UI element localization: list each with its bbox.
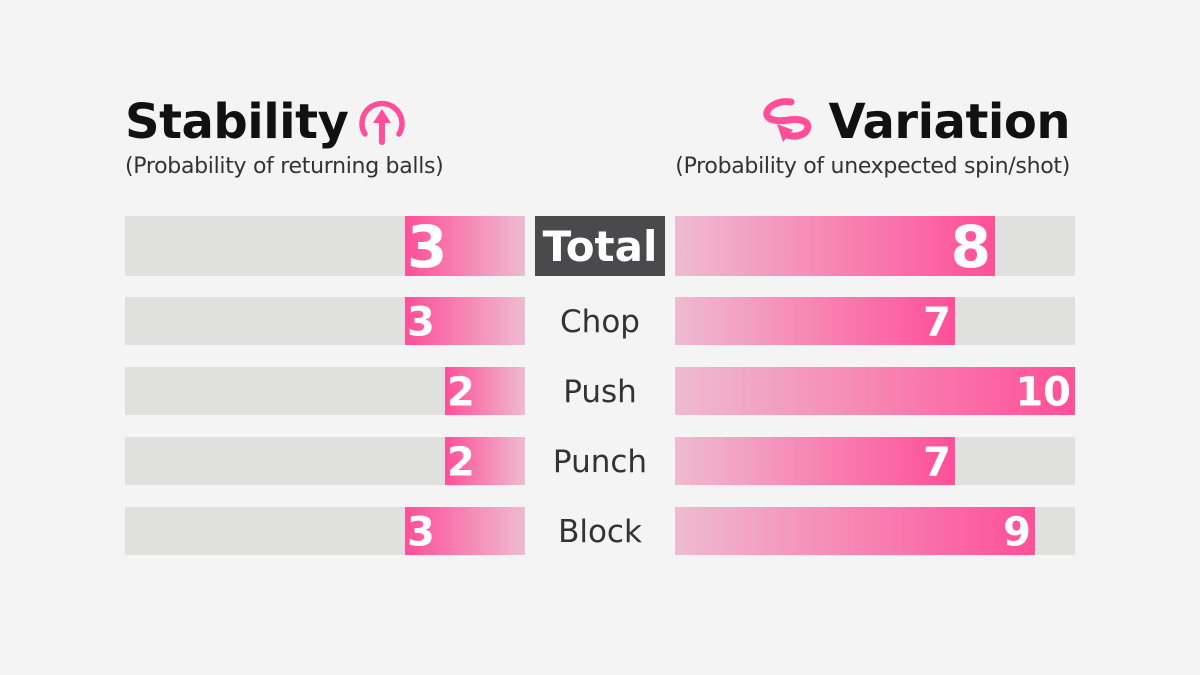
category-label-chop: Chop bbox=[560, 304, 640, 340]
stability-bar-push bbox=[445, 367, 525, 415]
category-label-block: Block bbox=[558, 514, 642, 550]
variation-bar-chop bbox=[675, 297, 955, 345]
variation-header: Variation (Probability of unexpected spi… bbox=[675, 92, 1070, 179]
spin-arrow-icon bbox=[761, 96, 823, 148]
stability-title: Stability bbox=[125, 94, 349, 150]
stability-subtitle: (Probability of returning balls) bbox=[125, 154, 444, 179]
stability-value-push: 2 bbox=[447, 369, 475, 415]
variation-subtitle: (Probability of unexpected spin/shot) bbox=[675, 154, 1070, 179]
stability-bar-block bbox=[405, 507, 525, 555]
variation-bar-push bbox=[675, 367, 1075, 415]
category-label-total: Total bbox=[543, 222, 658, 271]
stability-value-total: 3 bbox=[407, 213, 447, 281]
up-arrow-circle-icon bbox=[354, 94, 410, 150]
category-label-push: Push bbox=[563, 374, 637, 410]
variation-bar-punch bbox=[675, 437, 955, 485]
stability-header: Stability (Probability of returning ball… bbox=[125, 92, 444, 179]
stability-value-punch: 2 bbox=[447, 439, 475, 485]
variation-bar-total bbox=[675, 216, 995, 276]
category-label-punch: Punch bbox=[553, 444, 647, 480]
stability-bar-punch bbox=[445, 437, 525, 485]
total-label-background bbox=[535, 216, 665, 276]
stability-bar-chop bbox=[405, 297, 525, 345]
stability-value-block: 3 bbox=[407, 509, 435, 555]
stability-bar-total bbox=[405, 216, 525, 276]
variation-value-chop: 7 bbox=[923, 299, 951, 345]
variation-value-punch: 7 bbox=[923, 439, 951, 485]
variation-value-block: 9 bbox=[1003, 509, 1031, 555]
stability-value-chop: 3 bbox=[407, 299, 435, 345]
variation-value-total: 8 bbox=[951, 213, 991, 281]
variation-title: Variation bbox=[828, 94, 1071, 150]
variation-value-push: 10 bbox=[1015, 369, 1071, 415]
variation-bar-block bbox=[675, 507, 1035, 555]
